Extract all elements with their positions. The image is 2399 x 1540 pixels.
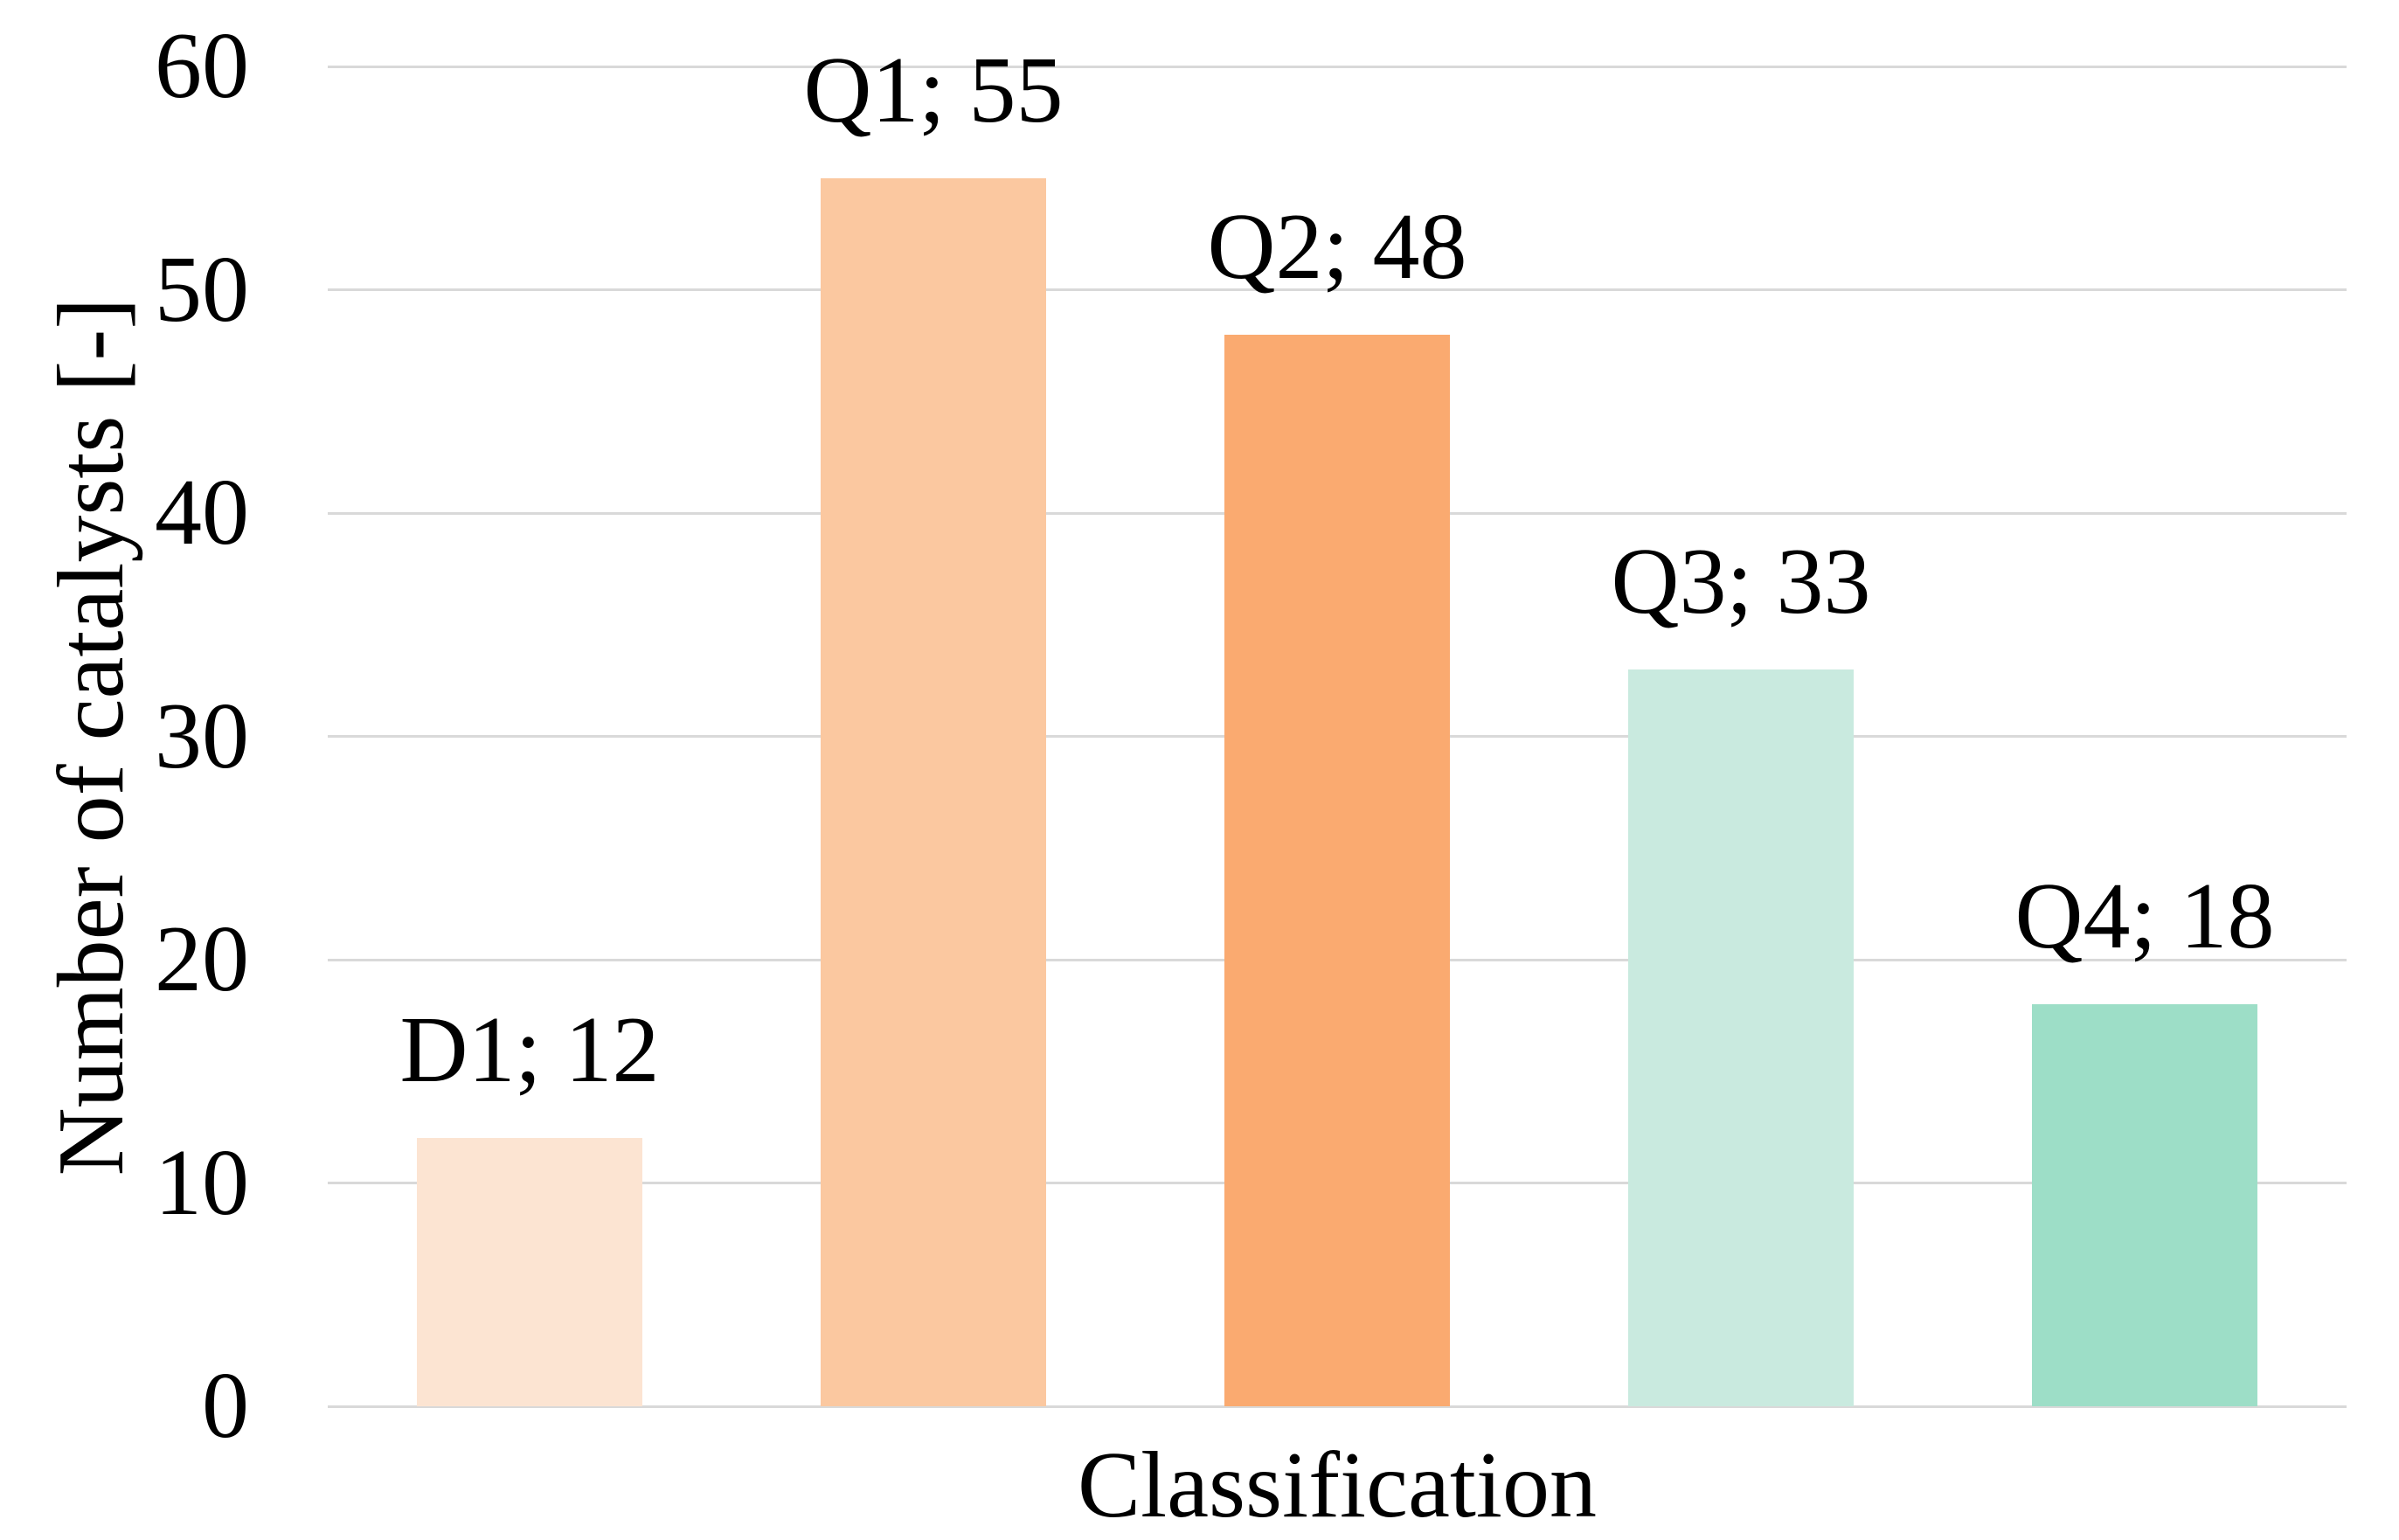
y-tick-label-10: 10 <box>155 1130 249 1235</box>
y-tick-label-60: 60 <box>155 14 249 118</box>
bar-Q4 <box>2032 1004 2257 1406</box>
bar-D1 <box>417 1138 642 1406</box>
y-tick-label-40: 40 <box>155 461 249 565</box>
y-axis-title: Number of catalysts [-] <box>39 297 143 1176</box>
data-label-Q1: Q1; 55 <box>803 38 1064 142</box>
plot-area: D1; 12 Q1; 55 Q2; 48 Q3; 33 Q4; 18 <box>328 38 2347 1408</box>
bar-Q2 <box>1224 334 1450 1406</box>
gridline-50 <box>328 288 2347 291</box>
gridline-60 <box>328 65 2347 68</box>
data-label-D1: D1; 12 <box>399 998 660 1103</box>
y-tick-label-20: 20 <box>155 907 249 1011</box>
data-label-Q3: Q3; 33 <box>1611 529 1871 634</box>
x-axis-title: Classification <box>1078 1433 1597 1537</box>
y-tick-label-50: 50 <box>155 237 249 342</box>
data-label-Q4: Q4; 18 <box>2014 864 2275 969</box>
bar-Q1 <box>821 177 1046 1406</box>
y-tick-label-0: 0 <box>202 1354 249 1458</box>
y-tick-label-30: 30 <box>155 683 249 788</box>
gridline-0 <box>328 1405 2347 1408</box>
bar-Q3 <box>1628 669 1854 1406</box>
data-label-Q2: Q2; 48 <box>1207 194 1467 299</box>
